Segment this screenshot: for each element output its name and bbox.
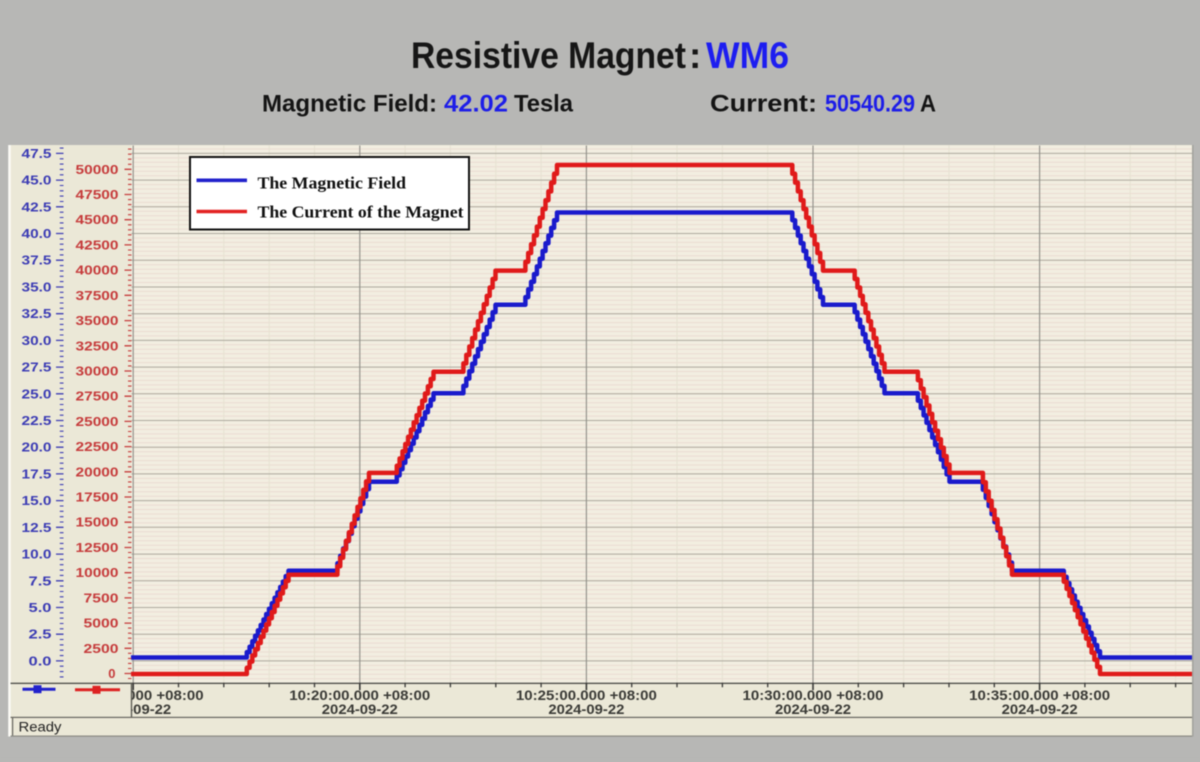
svg-text:42500: 42500 — [76, 237, 119, 252]
svg-text:10:20:00.000 +08:00: 10:20:00.000 +08:00 — [289, 687, 430, 703]
svg-text:10:25:00.000 +08:00: 10:25:00.000 +08:00 — [516, 687, 657, 703]
svg-text:45000: 45000 — [76, 212, 119, 227]
svg-text:2.5: 2.5 — [29, 627, 52, 642]
svg-text:25.0: 25.0 — [22, 386, 52, 401]
svg-text:12500: 12500 — [76, 540, 119, 555]
svg-text:25000: 25000 — [76, 414, 119, 429]
svg-text:Ready: Ready — [19, 720, 62, 735]
svg-text:2500: 2500 — [84, 641, 119, 656]
svg-text:5000: 5000 — [84, 616, 119, 631]
svg-text:Resistive Magnet: Resistive Magnet — [411, 35, 686, 76]
svg-text:5.0: 5.0 — [29, 600, 52, 615]
svg-text:50540.29: 50540.29 — [825, 91, 915, 118]
svg-text:50000: 50000 — [76, 162, 119, 177]
svg-text:20000: 20000 — [76, 464, 119, 479]
svg-text:27500: 27500 — [76, 389, 119, 404]
svg-text:17500: 17500 — [76, 490, 119, 505]
svg-text:27.5: 27.5 — [22, 360, 52, 375]
svg-text:2024-09-22: 2024-09-22 — [775, 701, 851, 717]
svg-text:32.5: 32.5 — [22, 306, 52, 321]
svg-text:The Current of the Magnet: The Current of the Magnet — [258, 203, 464, 222]
svg-text:30.0: 30.0 — [22, 333, 52, 348]
svg-text:The Magnetic Field: The Magnetic Field — [258, 173, 407, 192]
svg-text:40.0: 40.0 — [22, 226, 52, 241]
svg-text:35.0: 35.0 — [22, 280, 52, 295]
svg-text:12.5: 12.5 — [22, 520, 52, 535]
svg-text:0: 0 — [108, 666, 115, 681]
svg-text:7.5: 7.5 — [29, 573, 52, 588]
svg-text:22.5: 22.5 — [22, 413, 52, 428]
svg-text:2024-09-22: 2024-09-22 — [548, 701, 624, 717]
svg-text:10000: 10000 — [76, 565, 119, 580]
svg-text:42.02: 42.02 — [444, 91, 508, 118]
svg-text:10.0: 10.0 — [22, 547, 52, 562]
svg-text:47.5: 47.5 — [22, 146, 52, 161]
svg-text:10:35:00.000 +08:00: 10:35:00.000 +08:00 — [969, 687, 1110, 703]
svg-text:A: A — [920, 91, 936, 118]
svg-text:37500: 37500 — [76, 288, 119, 303]
svg-text:10:30:00.000 +08:00: 10:30:00.000 +08:00 — [743, 687, 884, 703]
svg-text:WM6: WM6 — [706, 35, 789, 76]
svg-text:2024-09-22: 2024-09-22 — [1002, 701, 1078, 717]
svg-text:47500: 47500 — [76, 187, 119, 202]
svg-text:32500: 32500 — [76, 338, 119, 353]
svg-text:Magnetic Field:: Magnetic Field: — [262, 91, 437, 118]
svg-text:7500: 7500 — [84, 590, 119, 605]
svg-text:20.0: 20.0 — [22, 440, 52, 455]
svg-text:15000: 15000 — [76, 515, 119, 530]
svg-text:22500: 22500 — [76, 439, 119, 454]
svg-text:Tesla: Tesla — [514, 91, 574, 118]
svg-text:0.0: 0.0 — [29, 653, 52, 668]
svg-text::: : — [689, 35, 701, 76]
svg-text:37.5: 37.5 — [22, 253, 52, 268]
svg-text:40000: 40000 — [76, 263, 119, 278]
svg-text:15.0: 15.0 — [22, 493, 52, 508]
svg-text:17.5: 17.5 — [22, 466, 52, 481]
svg-text:35000: 35000 — [76, 313, 119, 328]
svg-text:Current:: Current: — [710, 91, 817, 118]
svg-text:42.5: 42.5 — [22, 199, 52, 214]
svg-text:45.0: 45.0 — [22, 173, 52, 188]
svg-text:2024-09-22: 2024-09-22 — [322, 701, 398, 717]
svg-text:30000: 30000 — [76, 364, 119, 379]
